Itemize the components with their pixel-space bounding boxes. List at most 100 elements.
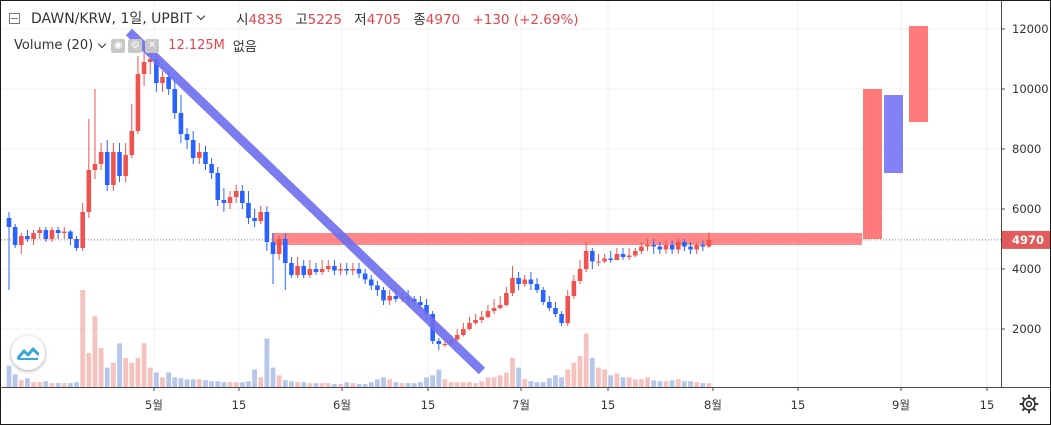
candle-body <box>184 134 190 140</box>
volume-bar <box>467 382 472 387</box>
volume-bar <box>325 383 331 387</box>
candle-body <box>43 230 49 239</box>
volume-bar <box>356 384 362 387</box>
tradingview-logo-icon[interactable] <box>11 336 45 370</box>
volume-bar <box>381 377 386 387</box>
candle-body <box>375 285 380 290</box>
time-tick-label: 8월 <box>704 398 722 412</box>
candle-body <box>301 266 307 275</box>
chevron-down-icon[interactable] <box>196 11 206 21</box>
volume-bar <box>639 379 644 387</box>
volume-bar <box>663 381 669 387</box>
volume-bar <box>516 367 522 387</box>
volume-bar <box>31 382 36 387</box>
candle-body <box>424 305 429 314</box>
candle-body <box>264 212 270 242</box>
candle-body <box>547 302 552 308</box>
candle-body <box>565 296 571 323</box>
volume-bar <box>215 381 221 387</box>
time-tick-label: 6월 <box>333 398 351 412</box>
high-label: 고 <box>295 12 308 28</box>
price-tick-label: 10000 <box>1012 82 1049 96</box>
volume-bar <box>227 382 233 387</box>
volume-bar <box>528 381 534 387</box>
candle-body <box>289 263 294 275</box>
candle-body <box>528 279 534 284</box>
chevron-down-icon[interactable] <box>97 39 107 48</box>
volume-bar <box>540 382 546 387</box>
price-tick-label: 4000 <box>1012 262 1041 276</box>
settings-icon[interactable]: ⚙ <box>128 38 143 53</box>
volume-bar <box>534 382 540 387</box>
volume-bar <box>338 384 343 387</box>
time-tick-label: 15 <box>601 398 616 412</box>
candle-body <box>129 131 135 155</box>
volume-bar <box>86 353 92 387</box>
volume-bar <box>700 383 706 387</box>
candle-body <box>276 239 282 254</box>
candle-body <box>614 254 620 260</box>
candle-body <box>68 231 73 239</box>
volume-bar <box>80 290 86 387</box>
volume-bar <box>184 379 190 387</box>
time-tick-label: 5월 <box>145 398 163 412</box>
candle-body <box>688 246 693 250</box>
volume-bar <box>626 377 632 387</box>
volume-bar <box>399 383 405 387</box>
volume-bar <box>454 382 460 387</box>
eye-icon[interactable]: ◉ <box>111 38 126 53</box>
candle-body <box>362 273 368 280</box>
candle-body <box>663 245 669 250</box>
candle-body <box>111 152 116 185</box>
candle-body <box>473 320 478 323</box>
candle-body <box>332 266 337 271</box>
last-price-badge <box>1002 230 1050 249</box>
symbol-title[interactable]: DAWN/KRW, 1일, UPBIT <box>31 11 193 27</box>
candle-body <box>258 212 264 221</box>
volume-bars <box>6 290 712 387</box>
volume-bar <box>546 378 552 387</box>
volume-bar <box>362 384 368 387</box>
volume-bar <box>553 375 558 387</box>
volume-bar <box>307 383 313 387</box>
volume-bar <box>510 357 515 387</box>
trendline <box>125 28 486 375</box>
volume-bar <box>430 375 436 387</box>
candle-body <box>233 191 239 197</box>
volume-bar <box>258 377 264 387</box>
volume-bar <box>6 365 12 387</box>
candle-body <box>117 152 122 176</box>
candle-body <box>639 246 644 251</box>
candles <box>6 47 712 350</box>
candle-body <box>6 218 12 227</box>
volume-bar <box>55 383 61 387</box>
candle-body <box>559 314 564 323</box>
projection-box-up <box>909 26 928 122</box>
close-icon[interactable]: ✕ <box>145 38 160 53</box>
candle-body <box>467 323 472 329</box>
volume-bar <box>393 382 399 387</box>
price-tick-label: 2000 <box>1012 322 1041 336</box>
volume-bar <box>485 377 491 387</box>
volume-bar <box>123 357 129 387</box>
candle-body <box>338 269 343 271</box>
change-value: +130 (+2.69%) <box>472 12 579 28</box>
gear-icon[interactable] <box>1019 394 1039 414</box>
collapse-icon[interactable] <box>9 12 20 24</box>
candle-body <box>534 284 540 290</box>
candle-body <box>350 269 356 271</box>
price-axis-labels: 2000 4000 6000 8000 10000 12000 <box>1001 22 1049 336</box>
volume-label[interactable]: Volume (20) <box>14 38 94 53</box>
candle-body <box>454 335 460 340</box>
candle-body <box>602 258 607 262</box>
volume-bar <box>375 379 380 387</box>
candle-body <box>522 279 528 284</box>
candle-body <box>18 236 24 245</box>
volume-bar <box>706 383 712 387</box>
candle-body <box>657 246 663 250</box>
candle-body <box>387 296 392 301</box>
candle-body <box>608 258 614 260</box>
volume-bar <box>614 373 620 387</box>
candle-body <box>325 266 331 269</box>
